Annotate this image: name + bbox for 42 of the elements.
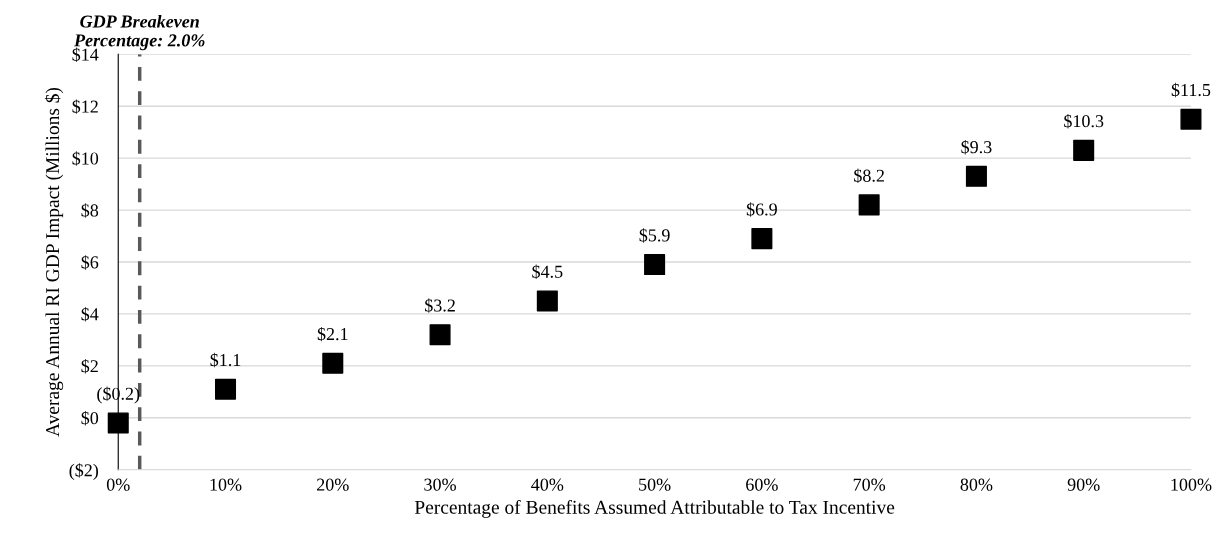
x-tick-label: 100%: [1171, 478, 1212, 491]
data-label: $9.3: [961, 139, 992, 155]
data-label: $10.3: [1064, 114, 1104, 129]
point: [751, 228, 773, 250]
point: [214, 378, 237, 400]
y-tick-label: ($2): [69, 463, 99, 481]
point: [429, 324, 451, 346]
y-tick-label: $0: [81, 410, 99, 426]
y-tick-label: $8: [81, 203, 99, 218]
data-label: $11.5: [1171, 82, 1211, 98]
y-tick-label: $6: [81, 255, 99, 270]
point: [107, 412, 129, 434]
data-label: $3.2: [425, 298, 455, 313]
point: [858, 194, 880, 216]
data-label: $2.1: [317, 326, 348, 342]
y-tick-label: $2: [81, 359, 98, 374]
y-tick-label: $12: [72, 99, 98, 114]
data-label: $5.9: [639, 228, 670, 243]
point: [322, 352, 344, 374]
x-tick-label: 30%: [424, 478, 456, 491]
point: [1073, 139, 1095, 161]
y-tick-label: $10: [72, 151, 99, 166]
point: [536, 290, 558, 312]
x-tick-label: 80%: [960, 478, 993, 491]
point: [1180, 108, 1202, 130]
x-tick-label: 70%: [853, 478, 886, 491]
data-label: $6.9: [746, 202, 777, 217]
x-tick-label: 40%: [531, 478, 564, 491]
x-axis-title: Percentage of Benefits Assumed Attributable to Tax Incentive: [414, 499, 895, 518]
x-tick-label: 0%: [106, 478, 130, 491]
point: [644, 254, 666, 276]
y-tick-label: $4: [81, 307, 99, 322]
x-tick-label: 60%: [746, 478, 778, 491]
point: [965, 165, 987, 187]
y-axis-title: Average Annual RI GDP Impact (Millions $): [44, 87, 64, 437]
data-label: $4.5: [532, 264, 563, 280]
data-label: $8.2: [854, 168, 884, 183]
x-tick-label: 50%: [639, 478, 671, 491]
data-label: $1.1: [210, 352, 241, 368]
x-tick-label: 10%: [210, 478, 242, 491]
x-tick-label: 20%: [317, 478, 349, 491]
x-tick-label: 90%: [1067, 478, 1100, 491]
